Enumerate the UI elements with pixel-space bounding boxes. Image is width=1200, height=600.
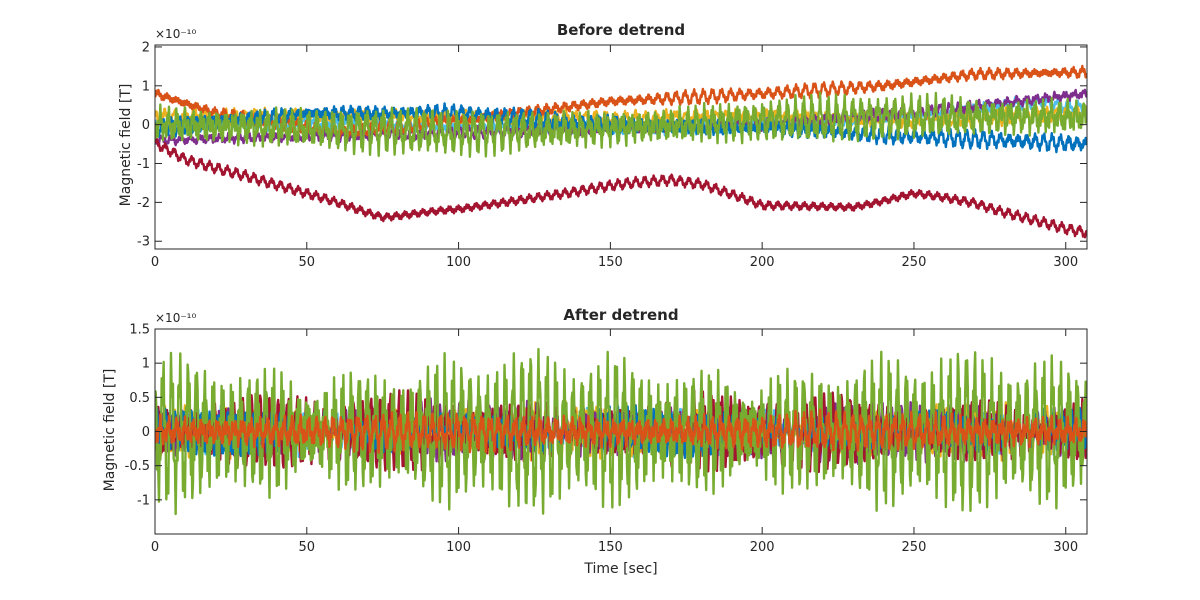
y-tick-label: -3 [137,235,150,250]
axes-box [154,44,1088,250]
before-detrend-title: Before detrend [557,21,685,39]
y-tick-label: 0 [142,425,150,440]
y-tick-label: 1 [142,79,150,94]
x-tick-label: 150 [598,540,623,555]
x-tick-label: 150 [598,255,623,270]
x-tick-label: 50 [299,540,316,555]
y-tick-label: 1 [142,357,150,372]
y-tick-label: 0.5 [129,391,150,406]
x-tick-label: 0 [151,540,159,555]
x-tick-label: 300 [1053,255,1078,270]
after-detrend-title: After detrend [563,306,678,324]
series-line [155,408,1087,454]
after-detrend-ylabel: Magnetic field [T] [102,369,118,492]
y-tick-label: 0 [142,118,150,133]
y-tick-label: -1 [137,157,150,172]
plot-area [155,64,1087,239]
x-tick-label: 50 [299,255,316,270]
before-detrend-ylabel: Magnetic field [T] [118,84,134,207]
after-detrend-panel: After detrend Magnetic field [T] ×10⁻¹⁰ … [102,306,1088,577]
after-detrend-xlabel: Time [sec] [583,561,657,577]
series-line [155,347,1087,516]
series-line [155,137,1087,239]
plot-area [155,347,1087,516]
y-tick-label: -1 [137,493,150,508]
after-detrend-y-exponent: ×10⁻¹⁰ [155,311,196,325]
before-detrend-y-exponent: ×10⁻¹⁰ [155,27,196,41]
before-detrend-panel: Before detrend Magnetic field [T] ×10⁻¹⁰… [118,21,1088,270]
x-tick-label: 250 [902,540,927,555]
x-tick-label: 100 [446,540,471,555]
x-tick-label: 0 [151,255,159,270]
y-tick-label: -2 [137,196,150,211]
y-tick-label: 2 [142,40,150,55]
x-tick-label: 200 [750,540,775,555]
y-tick-label: 1.5 [129,323,150,338]
x-tick-label: 250 [902,255,927,270]
y-tick-label: -0.5 [125,459,150,474]
x-tick-label: 200 [750,255,775,270]
series-line [155,91,1087,158]
x-tick-label: 100 [446,255,471,270]
x-tick-label: 300 [1053,540,1078,555]
